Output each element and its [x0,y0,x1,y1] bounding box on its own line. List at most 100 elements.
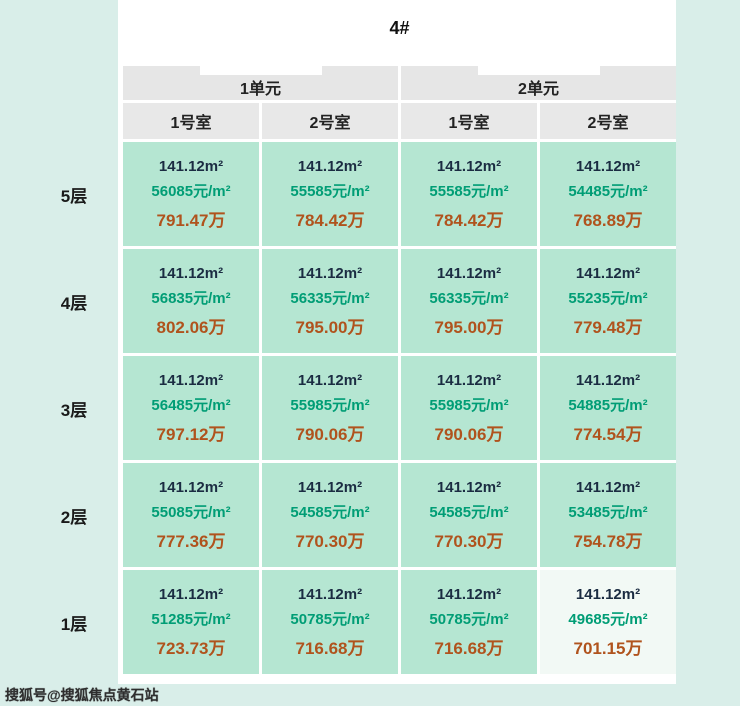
price-table: 1单元 2单元 1号室 2号室 1号室 2号室 5层 141.12m² 5608… [28,66,676,674]
unit-price-value: 55985元/m² [290,396,370,414]
price-cell: 141.12m² 54585元/m² 770.30万 [401,463,537,567]
total-price-value: 791.47万 [156,210,226,230]
tab-notch [477,66,600,75]
total-price-value: 797.12万 [156,424,226,444]
watermark: 搜狐号@搜狐焦点黄石站 [5,687,159,703]
corner-spacer [28,103,120,139]
unit-price-value: 54585元/m² [429,503,509,521]
price-cell: 141.12m² 55085元/m² 777.36万 [123,463,259,567]
unit-price-value: 53485元/m² [568,503,648,521]
total-price-value: 795.00万 [434,317,504,337]
room-header-u2-r1: 1号室 [401,103,537,139]
total-price-value: 779.48万 [573,317,643,337]
area-value: 141.12m² [297,157,363,175]
total-price-value: 790.06万 [434,424,504,444]
room-header-u1-r1: 1号室 [123,103,259,139]
area-value: 141.12m² [575,157,641,175]
unit-price-value: 56335元/m² [429,289,509,307]
corner-spacer [28,66,120,100]
area-value: 141.12m² [436,264,502,282]
area-value: 141.12m² [297,478,363,496]
total-price-value: 770.30万 [295,531,365,551]
tab-notch [199,66,322,75]
price-cell: 141.12m² 54885元/m² 774.54万 [540,356,676,460]
price-cell: 141.12m² 54485元/m² 768.89万 [540,142,676,246]
unit-header-label: 1单元 [240,81,281,98]
unit-price-value: 50785元/m² [290,610,370,628]
area-value: 141.12m² [575,264,641,282]
unit-price-value: 49685元/m² [568,610,648,628]
unit-price-value: 56335元/m² [290,289,370,307]
unit-price-value: 55585元/m² [429,182,509,200]
total-price-value: 795.00万 [295,317,365,337]
area-value: 141.12m² [158,478,224,496]
total-price-value: 774.54万 [573,424,643,444]
price-cell: 141.12m² 55585元/m² 784.42万 [262,142,398,246]
unit-price-value: 54585元/m² [290,503,370,521]
area-value: 141.12m² [297,371,363,389]
total-price-value: 784.42万 [434,210,504,230]
total-price-value: 716.68万 [295,638,365,658]
unit-price-value: 56085元/m² [151,182,231,200]
area-value: 141.12m² [575,371,641,389]
total-price-value: 802.06万 [156,317,226,337]
unit-header-1: 1单元 [123,66,398,100]
unit-price-value: 55985元/m² [429,396,509,414]
total-price-value: 770.30万 [434,531,504,551]
total-price-value: 716.68万 [434,638,504,658]
unit-price-value: 54485元/m² [568,182,648,200]
unit-price-value: 55585元/m² [290,182,370,200]
unit-price-value: 50785元/m² [429,610,509,628]
unit-price-value: 54885元/m² [568,396,648,414]
room-header-u1-r2: 2号室 [262,103,398,139]
price-cell: 141.12m² 51285元/m² 723.73万 [123,570,259,674]
total-price-value: 784.42万 [295,210,365,230]
area-value: 141.12m² [436,585,502,603]
price-cell: 141.12m² 56485元/m² 797.12万 [123,356,259,460]
room-header-u2-r2: 2号室 [540,103,676,139]
price-cell: 141.12m² 56335元/m² 795.00万 [262,249,398,353]
price-cell: 141.12m² 55985元/m² 790.06万 [262,356,398,460]
area-value: 141.12m² [575,478,641,496]
total-price-value: 777.36万 [156,531,226,551]
area-value: 141.12m² [436,157,502,175]
area-value: 141.12m² [158,585,224,603]
unit-price-value: 56485元/m² [151,396,231,414]
price-cell: 141.12m² 50785元/m² 716.68万 [262,570,398,674]
unit-price-value: 56835元/m² [151,289,231,307]
total-price-value: 754.78万 [573,531,643,551]
page-title: 4# [389,18,410,38]
area-value: 141.12m² [297,585,363,603]
price-cell: 141.12m² 56335元/m² 795.00万 [401,249,537,353]
unit-header-label: 2单元 [518,81,559,98]
floor-label-4: 4层 [60,293,88,313]
floor-label-3: 3层 [60,400,88,420]
total-price-value: 701.15万 [573,638,643,658]
total-price-value: 768.89万 [573,210,643,230]
floor-label-5: 5层 [60,186,88,206]
price-cell: 141.12m² 54585元/m² 770.30万 [262,463,398,567]
total-price-value: 723.73万 [156,638,226,658]
area-value: 141.12m² [158,371,224,389]
area-value: 141.12m² [158,157,224,175]
area-value: 141.12m² [158,264,224,282]
price-cell: 141.12m² 56835元/m² 802.06万 [123,249,259,353]
floor-label-1: 1层 [60,614,88,634]
price-cell: 141.12m² 53485元/m² 754.78万 [540,463,676,567]
price-cell-highlighted: 141.12m² 49685元/m² 701.15万 [540,570,676,674]
price-cell: 141.12m² 56085元/m² 791.47万 [123,142,259,246]
unit-price-value: 55235元/m² [568,289,648,307]
total-price-value: 790.06万 [295,424,365,444]
unit-price-value: 51285元/m² [151,610,231,628]
area-value: 141.12m² [436,478,502,496]
unit-price-value: 55085元/m² [151,503,231,521]
area-value: 141.12m² [297,264,363,282]
area-value: 141.12m² [436,371,502,389]
unit-header-2: 2单元 [401,66,676,100]
area-value: 141.12m² [575,585,641,603]
price-cell: 141.12m² 50785元/m² 716.68万 [401,570,537,674]
price-cell: 141.12m² 55585元/m² 784.42万 [401,142,537,246]
price-cell: 141.12m² 55235元/m² 779.48万 [540,249,676,353]
floor-label-2: 2层 [60,507,88,527]
price-cell: 141.12m² 55985元/m² 790.06万 [401,356,537,460]
